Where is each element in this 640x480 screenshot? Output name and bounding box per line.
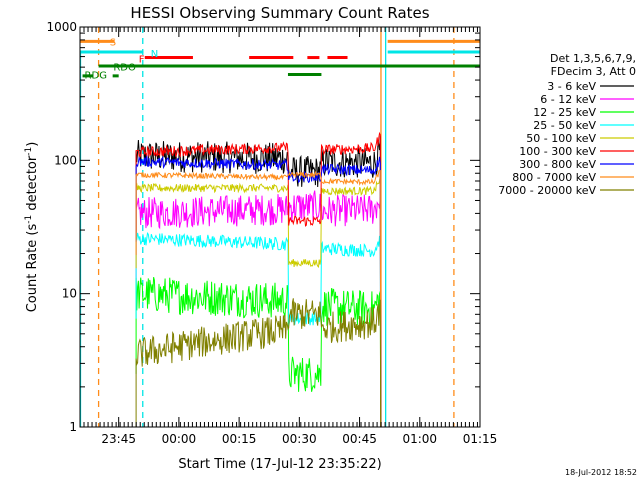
series-line-3	[135, 231, 382, 428]
y-tick-label: 100	[54, 153, 77, 167]
series-line-0	[135, 136, 382, 428]
flag-label-rdo: RDO	[113, 63, 136, 74]
series-line-7	[135, 169, 382, 428]
x-tick-label: 00:00	[162, 432, 197, 446]
x-tick-label: 00:30	[282, 432, 317, 446]
x-axis-label: Start Time (17-Jul-12 23:35:22)	[178, 457, 381, 472]
footer-date: 18-Jul-2012 18:52	[565, 468, 637, 477]
legend-label: 800 - 7000 keV	[512, 171, 596, 184]
legend-label: 12 - 25 keV	[533, 106, 596, 119]
y-axis-label: Count Rate (s-1 detector-1)	[24, 142, 40, 313]
legend-header-line: Det 1,3,5,6,7,9,	[550, 52, 636, 65]
legend-label: 300 - 800 keV	[519, 158, 596, 171]
x-tick-label: 23:45	[101, 432, 136, 446]
y-tick-label: 1000	[46, 20, 77, 34]
x-tick-label: 00:45	[342, 432, 377, 446]
plot-frame	[79, 26, 481, 428]
legend-label: 7000 - 20000 keV	[498, 184, 596, 197]
y-tick-label: 10	[62, 287, 77, 301]
flag-label-s: S	[110, 37, 116, 48]
x-tick-label: 00:15	[222, 432, 257, 446]
legend: Det 1,3,5,6,7,9,FDecim 3, Att 0 3 - 6 keV…	[498, 52, 636, 197]
series-line-8	[135, 298, 382, 428]
axes: 1 10 100 1000 23:45 00:00 00:15 00:30 00:45 01:00…	[46, 20, 497, 446]
flag-label-rdg: RDG	[85, 71, 107, 82]
series-line-6	[135, 154, 382, 428]
legend-label: 6 - 12 keV	[540, 93, 596, 106]
legend-label: 100 - 300 keV	[519, 145, 596, 158]
flag-label-n: N	[151, 49, 158, 60]
series-line-5	[135, 131, 382, 428]
chart-title: HESSI Observing Summary Count Rates	[130, 4, 429, 22]
x-tick-label: 01:15	[463, 432, 498, 446]
x-tick-label: 01:00	[402, 432, 437, 446]
legend-label: 25 - 50 keV	[533, 119, 596, 132]
legend-header-line: FDecim 3, Att 0	[551, 65, 636, 78]
series-line-1	[135, 190, 382, 428]
legend-label: 50 - 100 keV	[526, 132, 596, 145]
y-tick-label: 1	[69, 420, 77, 434]
flag-label-f: F	[139, 55, 145, 66]
series-line-4	[135, 176, 382, 428]
legend-label: 3 - 6 keV	[547, 80, 596, 93]
